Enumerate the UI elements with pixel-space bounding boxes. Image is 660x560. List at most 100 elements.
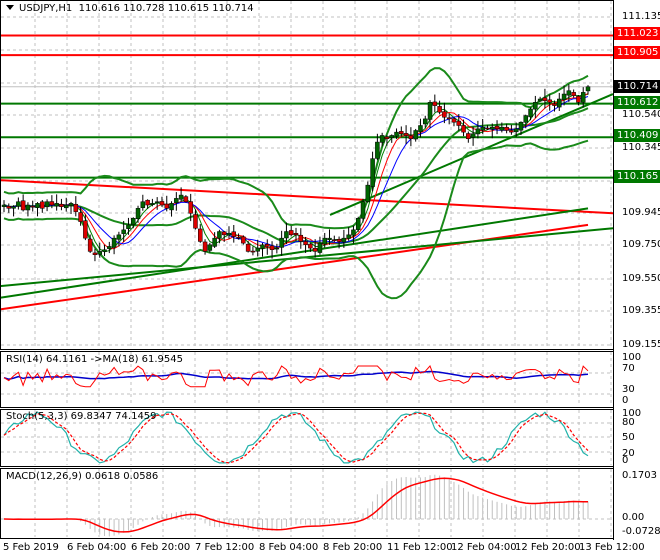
candle-body bbox=[308, 243, 313, 249]
candle-body bbox=[245, 243, 251, 252]
candle-body bbox=[135, 208, 141, 219]
collapse-triangle-icon[interactable] bbox=[6, 5, 14, 10]
candle-body bbox=[83, 220, 88, 239]
candle-body bbox=[537, 98, 543, 102]
candle-body bbox=[341, 237, 347, 243]
candle-body bbox=[54, 203, 59, 207]
candle-body bbox=[63, 204, 69, 209]
candle-body bbox=[35, 203, 40, 208]
candle-body bbox=[59, 203, 64, 207]
y-tick: 110.345 bbox=[622, 142, 660, 153]
candle-body bbox=[461, 125, 466, 133]
candle-body bbox=[528, 108, 533, 118]
candle-body bbox=[178, 194, 184, 200]
rsi-tick: 70 bbox=[622, 363, 635, 374]
candle-body bbox=[154, 201, 160, 203]
candle-body bbox=[571, 92, 576, 96]
candle-body bbox=[485, 127, 490, 130]
candle-body bbox=[561, 93, 567, 100]
macd-signal-line bbox=[3, 477, 588, 533]
x-tick: 13 Feb 12:00 bbox=[579, 542, 645, 553]
candle-body bbox=[312, 247, 318, 252]
candle-body bbox=[25, 204, 31, 211]
candle-body bbox=[221, 231, 227, 236]
main-panel bbox=[0, 0, 614, 350]
candle-body bbox=[174, 198, 179, 203]
candle-body bbox=[169, 203, 174, 211]
candle-body bbox=[68, 203, 74, 206]
candle-body bbox=[102, 249, 107, 252]
candle-body bbox=[422, 118, 428, 125]
candle-body bbox=[130, 218, 136, 225]
candle-body bbox=[585, 86, 591, 92]
candle-body bbox=[107, 246, 112, 249]
candle-body bbox=[399, 131, 404, 135]
candle-body bbox=[255, 247, 260, 252]
candle-body bbox=[111, 237, 117, 248]
candle-body bbox=[384, 136, 390, 140]
candle-body bbox=[542, 97, 548, 101]
trendline bbox=[0, 179, 614, 215]
support-price-label: 110.165 bbox=[614, 170, 660, 183]
symbol-label: USDJPY,H1 bbox=[19, 3, 73, 14]
candle-body bbox=[576, 96, 581, 103]
candle-body bbox=[370, 158, 375, 187]
x-tick: 6 Feb 04:00 bbox=[67, 542, 127, 553]
candle-body bbox=[394, 131, 399, 137]
bollinger-upper bbox=[3, 67, 589, 230]
candle-body bbox=[504, 126, 509, 131]
stoch-tick: 80 bbox=[622, 417, 635, 428]
support-price-label: 110.409 bbox=[614, 129, 660, 142]
candle-body bbox=[16, 201, 21, 207]
candle-body bbox=[303, 241, 308, 246]
candle-body bbox=[379, 135, 385, 143]
x-tick: 5 Feb 2019 bbox=[3, 542, 59, 553]
candle-body bbox=[121, 229, 126, 234]
candle-body bbox=[437, 106, 442, 113]
candle-body bbox=[207, 244, 213, 251]
candle-body bbox=[322, 237, 327, 245]
rsi-line bbox=[3, 365, 589, 388]
rsi-tick: 30 bbox=[622, 384, 635, 395]
candle-body bbox=[432, 101, 438, 106]
candle-body bbox=[293, 233, 299, 236]
candle-body bbox=[274, 247, 280, 250]
trendline bbox=[329, 93, 614, 216]
stoch-tick: 100 bbox=[622, 408, 642, 419]
candle-body bbox=[332, 239, 337, 241]
chart-title: USDJPY,H1 110.616 110.728 110.615 110.71… bbox=[6, 3, 254, 15]
candle-body bbox=[226, 232, 232, 236]
candle-body bbox=[351, 229, 356, 236]
stoch-tick: 0 bbox=[622, 455, 629, 466]
candle-body bbox=[466, 133, 471, 140]
candle-body bbox=[513, 128, 519, 133]
candle-body bbox=[126, 224, 131, 229]
candle-body bbox=[236, 237, 241, 239]
candle-body bbox=[183, 196, 189, 202]
candle-body bbox=[566, 90, 572, 96]
candle-body bbox=[580, 92, 586, 103]
y-tick: 109.945 bbox=[622, 207, 660, 218]
y-tick: 109.355 bbox=[622, 305, 660, 316]
y-tick: 109.750 bbox=[622, 239, 660, 250]
candle-body bbox=[140, 201, 146, 208]
x-tick: 12 Feb 20:00 bbox=[515, 542, 581, 553]
candle-body bbox=[159, 201, 165, 206]
candle-body bbox=[20, 200, 26, 211]
macd-tick: 0.1703 bbox=[622, 470, 657, 481]
x-tick: 11 Feb 12:00 bbox=[387, 542, 453, 553]
candle-body bbox=[427, 102, 433, 120]
candle-body bbox=[317, 242, 323, 253]
candle-body bbox=[73, 203, 79, 212]
candle-body bbox=[418, 125, 423, 132]
candle-body bbox=[40, 201, 45, 209]
candle-body bbox=[150, 203, 155, 205]
macd-tick: 0.00 bbox=[622, 512, 645, 523]
candle-body bbox=[509, 130, 514, 133]
x-tick: 6 Feb 20:00 bbox=[131, 542, 191, 553]
candle-body bbox=[389, 135, 394, 138]
candle-body bbox=[533, 102, 538, 110]
candle-body bbox=[413, 130, 418, 140]
